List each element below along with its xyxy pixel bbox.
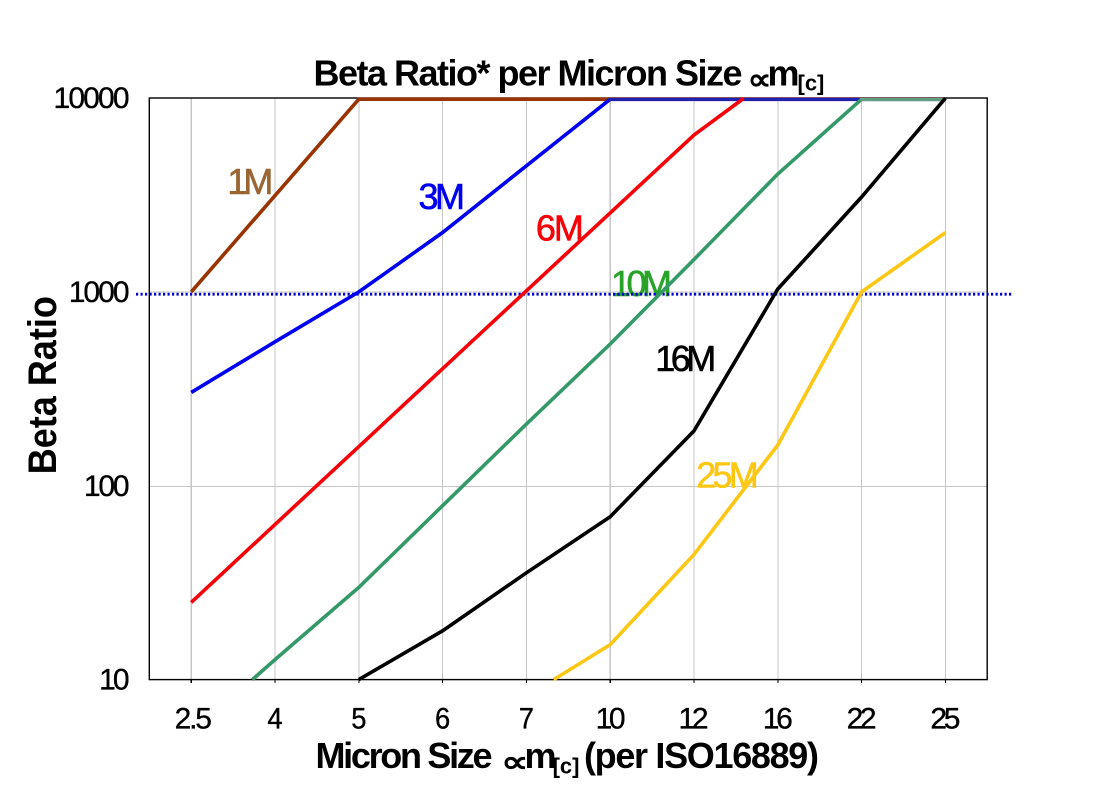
svg-text:[c]: [c] — [553, 753, 580, 778]
svg-text:100: 100 — [84, 470, 130, 503]
svg-text:12: 12 — [679, 703, 709, 736]
svg-text:3M: 3M — [418, 176, 465, 217]
svg-text:10: 10 — [596, 703, 626, 736]
svg-text:10000: 10000 — [54, 82, 130, 115]
svg-text:16M: 16M — [655, 338, 716, 379]
svg-text:m: m — [525, 735, 557, 776]
svg-text:16: 16 — [763, 703, 793, 736]
svg-text:1M: 1M — [227, 161, 273, 202]
svg-text:Micron Size: Micron Size — [316, 735, 493, 776]
svg-text:∝: ∝ — [501, 746, 529, 779]
svg-text:m: m — [768, 53, 800, 94]
svg-text:[c]: [c] — [798, 71, 825, 96]
svg-text:5: 5 — [351, 703, 366, 736]
svg-text:Beta Ratio* per Micron Size: Beta Ratio* per Micron Size — [314, 53, 743, 94]
svg-text:10M: 10M — [611, 263, 672, 304]
svg-text:Beta Ratio: Beta Ratio — [21, 296, 65, 474]
svg-text:10: 10 — [99, 664, 129, 697]
svg-text:1000: 1000 — [69, 276, 130, 309]
svg-text:25: 25 — [930, 703, 960, 736]
svg-text:∝: ∝ — [748, 64, 772, 97]
svg-text:6M: 6M — [536, 207, 584, 248]
svg-text:4: 4 — [267, 703, 282, 736]
svg-text:22: 22 — [847, 703, 877, 736]
svg-text:25M: 25M — [696, 455, 759, 496]
svg-text:6: 6 — [435, 703, 450, 736]
svg-text:(per ISO16889): (per ISO16889) — [584, 735, 819, 776]
svg-text:7: 7 — [519, 703, 534, 736]
svg-text:2.5: 2.5 — [175, 703, 212, 736]
